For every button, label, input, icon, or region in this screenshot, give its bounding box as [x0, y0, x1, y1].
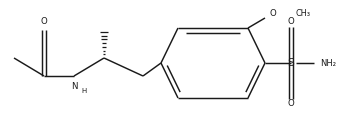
Text: O: O [270, 10, 277, 18]
Text: NH₂: NH₂ [320, 58, 336, 67]
Text: S: S [288, 58, 294, 68]
Text: CH₃: CH₃ [295, 10, 310, 18]
Text: O: O [288, 100, 294, 109]
Text: H: H [81, 88, 86, 94]
Text: N: N [71, 82, 77, 91]
Text: O: O [288, 18, 294, 27]
Text: O: O [41, 18, 47, 27]
